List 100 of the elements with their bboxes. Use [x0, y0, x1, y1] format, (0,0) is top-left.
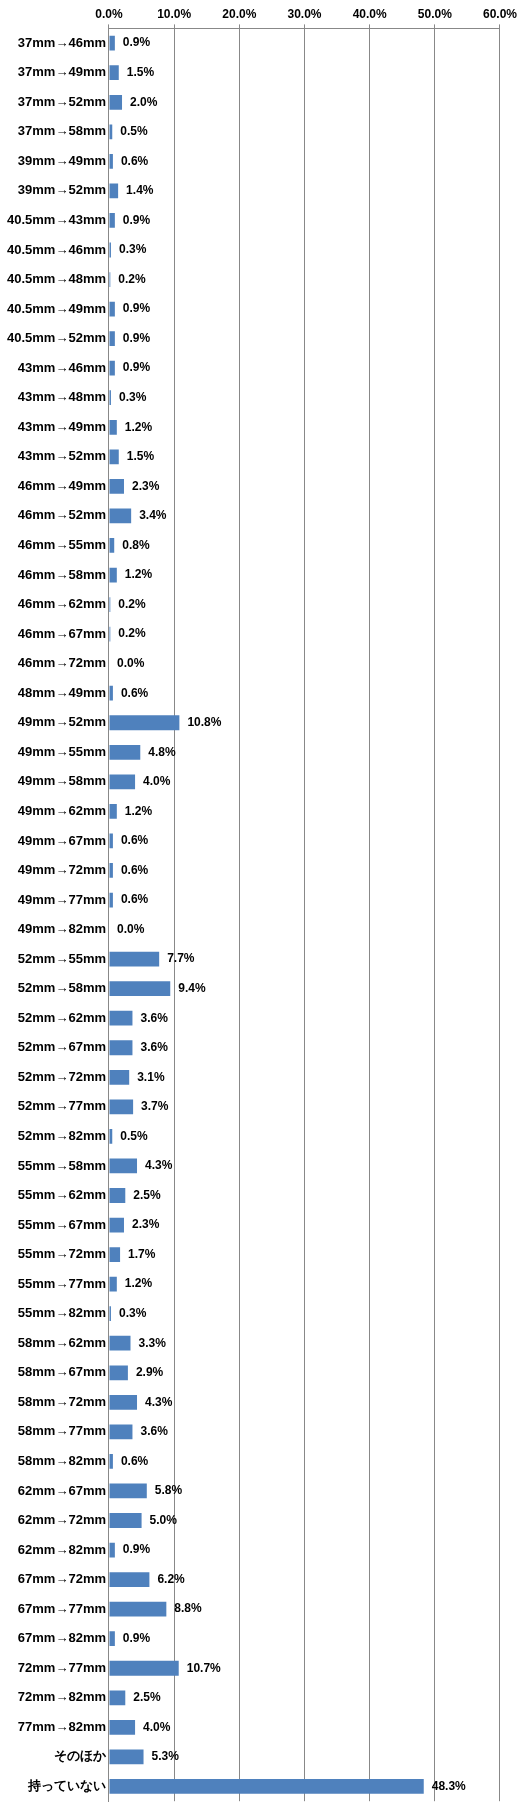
y-tick-label: 55mm→67mm: [17, 1216, 106, 1232]
data-label: 0.2%: [118, 626, 146, 641]
data-label: 0.2%: [118, 596, 146, 611]
y-tick-label: 52mm→62mm: [17, 1009, 106, 1025]
y-tick-label: 40.5mm→52mm: [7, 330, 106, 346]
bar: [109, 1099, 134, 1115]
bar: [109, 1158, 138, 1174]
bar: [109, 1424, 133, 1440]
y-tick-label: 49mm→62mm: [17, 802, 106, 818]
y-tick-label: 55mm→77mm: [17, 1275, 106, 1291]
y-tick-label: 37mm→52mm: [17, 93, 106, 109]
bar: [109, 331, 115, 347]
y-tick-label: 49mm→72mm: [17, 862, 106, 878]
bar: [109, 863, 113, 878]
bar: [109, 567, 117, 583]
y-tick-label: 62mm→67mm: [17, 1482, 106, 1498]
bar: [109, 1601, 167, 1617]
data-label: 0.5%: [120, 124, 148, 139]
data-label: 0.9%: [122, 1631, 151, 1646]
y-tick-label: 55mm→58mm: [17, 1157, 106, 1173]
bar: [109, 1572, 150, 1587]
y-tick-label: 55mm→62mm: [17, 1187, 106, 1203]
x-tick-label: 30.0%: [287, 6, 322, 21]
data-label: 0.9%: [122, 330, 151, 345]
data-label: 3.1%: [137, 1069, 165, 1084]
bar: [109, 1542, 115, 1558]
data-label: 2.0%: [130, 94, 158, 109]
y-tick-label: 40.5mm→43mm: [7, 212, 106, 228]
y-tick-label: 55mm→82mm: [17, 1305, 106, 1321]
y-tick-label: 58mm→82mm: [17, 1452, 106, 1468]
bar: [109, 1040, 133, 1056]
bar: [109, 183, 119, 199]
data-label: 0.3%: [118, 242, 147, 257]
y-tick-label: 49mm→52mm: [17, 714, 106, 730]
bar: [109, 804, 117, 819]
y-tick-label: 49mm→58mm: [17, 773, 106, 789]
bar: [109, 35, 115, 51]
bar: [109, 685, 113, 701]
data-label: 3.7%: [141, 1099, 169, 1114]
data-label: 4.0%: [143, 1719, 171, 1734]
data-label: 10.8%: [187, 715, 222, 730]
bar: [109, 892, 113, 908]
bar: [109, 1069, 130, 1085]
bar: [109, 1217, 124, 1233]
y-tick-label: 52mm→77mm: [17, 1098, 106, 1114]
bar: [109, 1749, 144, 1765]
data-label: 6.2%: [157, 1571, 186, 1586]
bar: [109, 774, 136, 790]
x-tick-label: 40.0%: [352, 6, 387, 21]
bar: [109, 94, 123, 110]
bar: [109, 1660, 179, 1676]
y-tick-label: 67mm→77mm: [17, 1600, 106, 1616]
y-tick-label: 43mm→46mm: [17, 359, 106, 375]
data-label: 0.5%: [120, 1128, 148, 1143]
data-label: 0.0%: [117, 921, 145, 936]
y-tick-label: 43mm→52mm: [17, 448, 106, 464]
data-label: 0.3%: [118, 390, 147, 405]
data-label: 4.3%: [145, 1394, 173, 1409]
data-label: 0.6%: [120, 833, 149, 848]
bar: [109, 1394, 138, 1410]
y-tick-label: 40.5mm→48mm: [7, 271, 106, 287]
data-label: 3.6%: [140, 1040, 169, 1055]
y-tick-label: 58mm→72mm: [17, 1393, 106, 1409]
bar: [109, 1188, 126, 1203]
y-tick-label: 46mm→72mm: [17, 655, 106, 671]
x-tick-label: 0.0%: [95, 6, 123, 21]
y-tick-label: 40.5mm→49mm: [7, 300, 106, 316]
y-tick-label: 持っていない: [27, 1778, 106, 1793]
data-label: 0.3%: [118, 1305, 147, 1320]
data-label: 3.6%: [140, 1010, 169, 1025]
bar: [109, 1454, 113, 1469]
y-tick-label: 37mm→46mm: [17, 34, 106, 50]
y-tick-label: 58mm→67mm: [17, 1364, 106, 1380]
y-tick-label: 49mm→55mm: [17, 743, 106, 759]
y-tick-label: 62mm→72mm: [17, 1512, 106, 1528]
data-label: 0.6%: [120, 862, 149, 877]
y-tick-label: 58mm→77mm: [17, 1423, 106, 1439]
data-label: 0.9%: [122, 1542, 151, 1557]
data-label: 0.9%: [122, 35, 151, 50]
data-label: 9.4%: [178, 980, 206, 995]
data-label: 1.2%: [124, 567, 153, 582]
bar: [109, 360, 115, 376]
data-label: 1.2%: [124, 419, 153, 434]
y-tick-label: 55mm→72mm: [17, 1246, 106, 1262]
data-label: 48.3%: [431, 1778, 467, 1793]
bar: [109, 508, 132, 524]
data-label: 7.7%: [167, 951, 195, 966]
y-tick-label: 46mm→67mm: [17, 625, 106, 641]
y-tick-label: 46mm→62mm: [17, 596, 106, 612]
data-label: 5.8%: [154, 1483, 183, 1498]
data-label: 1.7%: [128, 1246, 156, 1261]
y-tick-label: 67mm→72mm: [17, 1571, 106, 1587]
data-label: 5.0%: [149, 1512, 178, 1527]
y-tick-label: 77mm→82mm: [17, 1718, 106, 1734]
bar: [109, 1779, 424, 1794]
data-label: 5.3%: [151, 1749, 180, 1764]
bar: [109, 478, 124, 494]
y-tick-label: 49mm→77mm: [17, 891, 106, 907]
y-tick-label: そのほか: [54, 1748, 107, 1764]
y-tick-label: 52mm→82mm: [17, 1127, 106, 1143]
